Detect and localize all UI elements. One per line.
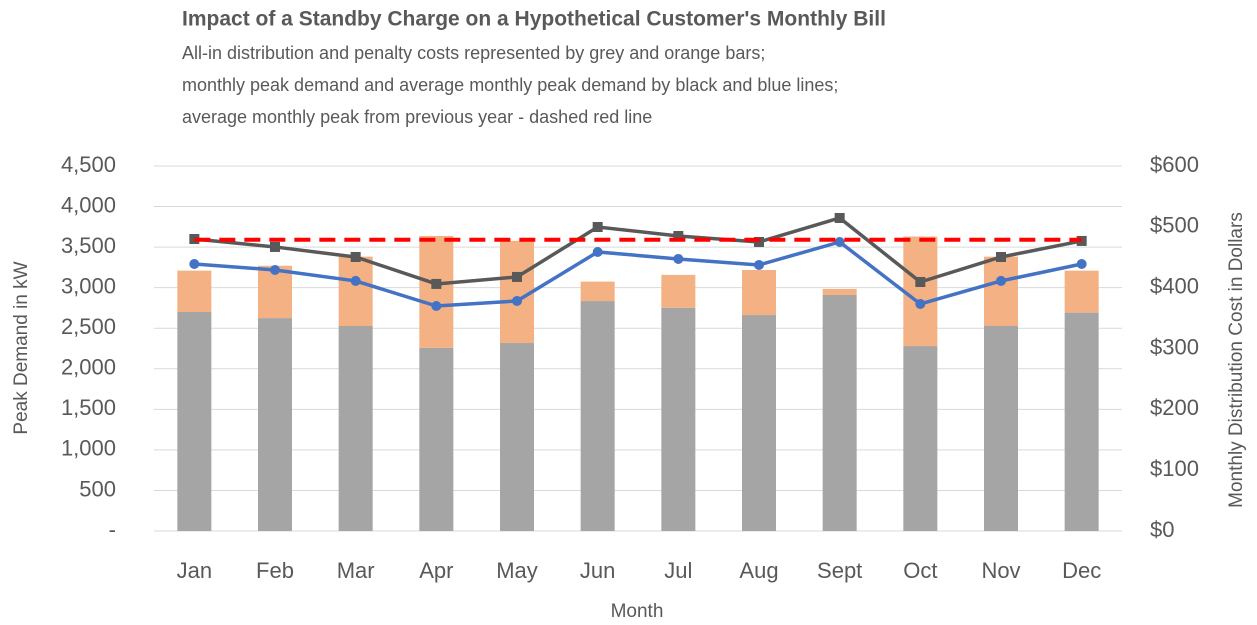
marker — [673, 230, 684, 241]
bar — [580, 301, 615, 531]
x-tick-label: Apr — [419, 558, 453, 583]
bar — [822, 294, 857, 531]
chart-title: Impact of a Standby Charge on a Hypothet… — [182, 8, 886, 31]
bar — [661, 307, 696, 531]
y-tick-label: 1,000 — [61, 436, 116, 461]
x-tick-label: Feb — [256, 558, 294, 583]
marker — [431, 300, 442, 311]
bar — [500, 343, 534, 531]
marker — [431, 278, 442, 289]
bar — [1064, 270, 1099, 313]
y-tick-label: - — [109, 517, 116, 542]
y-tick-label: 4,000 — [61, 192, 116, 217]
bar — [742, 270, 776, 316]
x-tick-label: Jul — [664, 558, 692, 583]
bar — [580, 281, 615, 302]
x-tick-label: Jan — [177, 558, 212, 583]
chart-subtitle: monthly peak demand and average monthly … — [182, 75, 838, 95]
y-tick-label: 3,000 — [61, 273, 116, 298]
x-tick-label: May — [496, 558, 538, 583]
x-tick-label: Jun — [580, 558, 615, 583]
y2-tick-label: $500 — [1150, 213, 1199, 238]
y-tick-label: 2,500 — [61, 314, 116, 339]
marker — [592, 221, 603, 232]
marker — [834, 212, 845, 223]
marker — [350, 252, 361, 263]
marker — [754, 237, 764, 248]
y-tick-label: 4,500 — [61, 152, 116, 177]
line — [194, 240, 1083, 308]
bar — [338, 256, 373, 326]
x-axis-title: Month — [611, 601, 664, 622]
bar — [177, 270, 212, 312]
bar — [984, 256, 1018, 326]
bar — [984, 325, 1018, 531]
marker — [270, 264, 280, 275]
bar — [258, 318, 292, 531]
marker — [1076, 258, 1087, 269]
bar — [419, 235, 454, 348]
marker — [996, 252, 1006, 263]
x-tick-label: Sept — [817, 558, 862, 583]
marker — [512, 271, 522, 282]
marker — [915, 276, 926, 287]
y2-tick-label: $100 — [1150, 456, 1199, 481]
marker — [350, 275, 361, 286]
y-tick-label: 500 — [79, 476, 116, 501]
y-tick-label: 3,500 — [61, 233, 116, 258]
bar — [338, 325, 373, 531]
y-tick-label: 2,000 — [61, 355, 116, 380]
y2-axis-title: Monthly Distribution Cost in Dollars — [1226, 212, 1247, 508]
bar — [500, 240, 534, 344]
y-tick-label: 1,500 — [61, 395, 116, 420]
chart-subtitle: All-in distribution and penalty costs re… — [182, 43, 765, 63]
x-tick-label: Aug — [739, 558, 778, 583]
marker — [915, 298, 926, 309]
y2-tick-label: $200 — [1150, 395, 1199, 420]
x-tick-label: Dec — [1062, 558, 1101, 583]
x-tick-label: Oct — [903, 558, 937, 583]
marker — [592, 246, 603, 257]
chart-subtitle: average monthly peak from previous year … — [182, 107, 652, 127]
y2-tick-label: $600 — [1150, 152, 1199, 177]
y2-tick-label: $300 — [1150, 334, 1199, 359]
y2-tick-label: $400 — [1150, 273, 1199, 298]
bar — [419, 347, 454, 531]
bar — [1064, 312, 1099, 531]
bar — [822, 288, 857, 295]
bar — [903, 236, 938, 347]
x-tick-label: Mar — [337, 558, 375, 583]
marker — [512, 295, 522, 306]
marker — [189, 258, 200, 269]
bar — [661, 274, 696, 308]
bar — [742, 315, 776, 531]
bar — [177, 312, 212, 531]
x-tick-label: Nov — [981, 558, 1020, 583]
y-axis-title: Peak Demand in kW — [11, 261, 32, 434]
marker — [996, 275, 1006, 286]
marker — [754, 259, 764, 270]
marker — [270, 241, 280, 252]
marker — [834, 237, 845, 248]
y2-tick-label: $0 — [1150, 517, 1174, 542]
bar — [903, 346, 938, 531]
marker — [673, 253, 684, 264]
line — [194, 216, 1083, 286]
